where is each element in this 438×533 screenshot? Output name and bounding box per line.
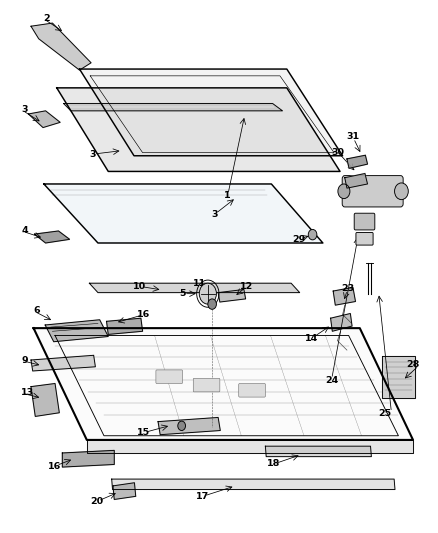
Polygon shape [31, 23, 91, 70]
Polygon shape [158, 417, 220, 435]
Polygon shape [87, 440, 413, 454]
Polygon shape [79, 69, 343, 156]
Polygon shape [333, 287, 356, 305]
Polygon shape [331, 313, 352, 332]
Text: 20: 20 [90, 497, 103, 506]
Text: 30: 30 [332, 148, 345, 157]
Text: 31: 31 [346, 133, 360, 141]
Text: 18: 18 [267, 459, 281, 469]
Text: 2: 2 [43, 14, 49, 23]
Text: 16: 16 [137, 310, 151, 319]
Text: 1: 1 [224, 191, 231, 200]
Polygon shape [112, 479, 395, 489]
Text: 3: 3 [21, 106, 28, 114]
Polygon shape [62, 450, 114, 467]
Text: 3: 3 [89, 150, 95, 159]
Polygon shape [218, 289, 246, 302]
Text: 13: 13 [21, 389, 34, 398]
FancyBboxPatch shape [354, 213, 375, 230]
Text: 12: 12 [240, 282, 254, 291]
Polygon shape [265, 446, 371, 457]
Polygon shape [64, 103, 283, 111]
Circle shape [338, 184, 350, 199]
Polygon shape [31, 384, 59, 416]
Polygon shape [347, 155, 367, 168]
FancyBboxPatch shape [342, 175, 403, 207]
Text: 25: 25 [378, 409, 392, 418]
Text: 6: 6 [34, 306, 40, 316]
Circle shape [208, 299, 216, 309]
Polygon shape [57, 88, 340, 172]
FancyBboxPatch shape [156, 370, 183, 384]
Text: 26: 26 [385, 188, 399, 197]
Polygon shape [382, 357, 415, 398]
Text: 3: 3 [212, 210, 218, 219]
Text: 5: 5 [179, 289, 186, 298]
FancyBboxPatch shape [239, 384, 265, 397]
Circle shape [308, 229, 317, 240]
Circle shape [199, 283, 216, 304]
Polygon shape [44, 184, 323, 243]
Circle shape [178, 421, 186, 431]
Text: 14: 14 [305, 334, 318, 343]
Text: 16: 16 [49, 462, 62, 471]
FancyBboxPatch shape [193, 378, 220, 392]
Polygon shape [34, 328, 413, 440]
Text: 4: 4 [21, 227, 28, 236]
Polygon shape [345, 174, 367, 188]
Text: 29: 29 [292, 235, 305, 244]
Text: 23: 23 [341, 284, 354, 293]
FancyBboxPatch shape [356, 232, 373, 245]
Polygon shape [35, 231, 70, 243]
Polygon shape [89, 283, 300, 293]
Text: 10: 10 [133, 282, 146, 291]
Polygon shape [113, 483, 136, 499]
Polygon shape [28, 111, 60, 127]
Text: 28: 28 [406, 360, 420, 369]
Polygon shape [45, 320, 108, 342]
Polygon shape [106, 318, 143, 334]
Text: 24: 24 [325, 376, 338, 385]
Circle shape [395, 183, 408, 200]
Text: 17: 17 [196, 492, 209, 501]
Text: 11: 11 [193, 279, 206, 288]
Text: 15: 15 [138, 428, 150, 437]
Text: 9: 9 [21, 356, 28, 365]
Polygon shape [31, 356, 95, 371]
